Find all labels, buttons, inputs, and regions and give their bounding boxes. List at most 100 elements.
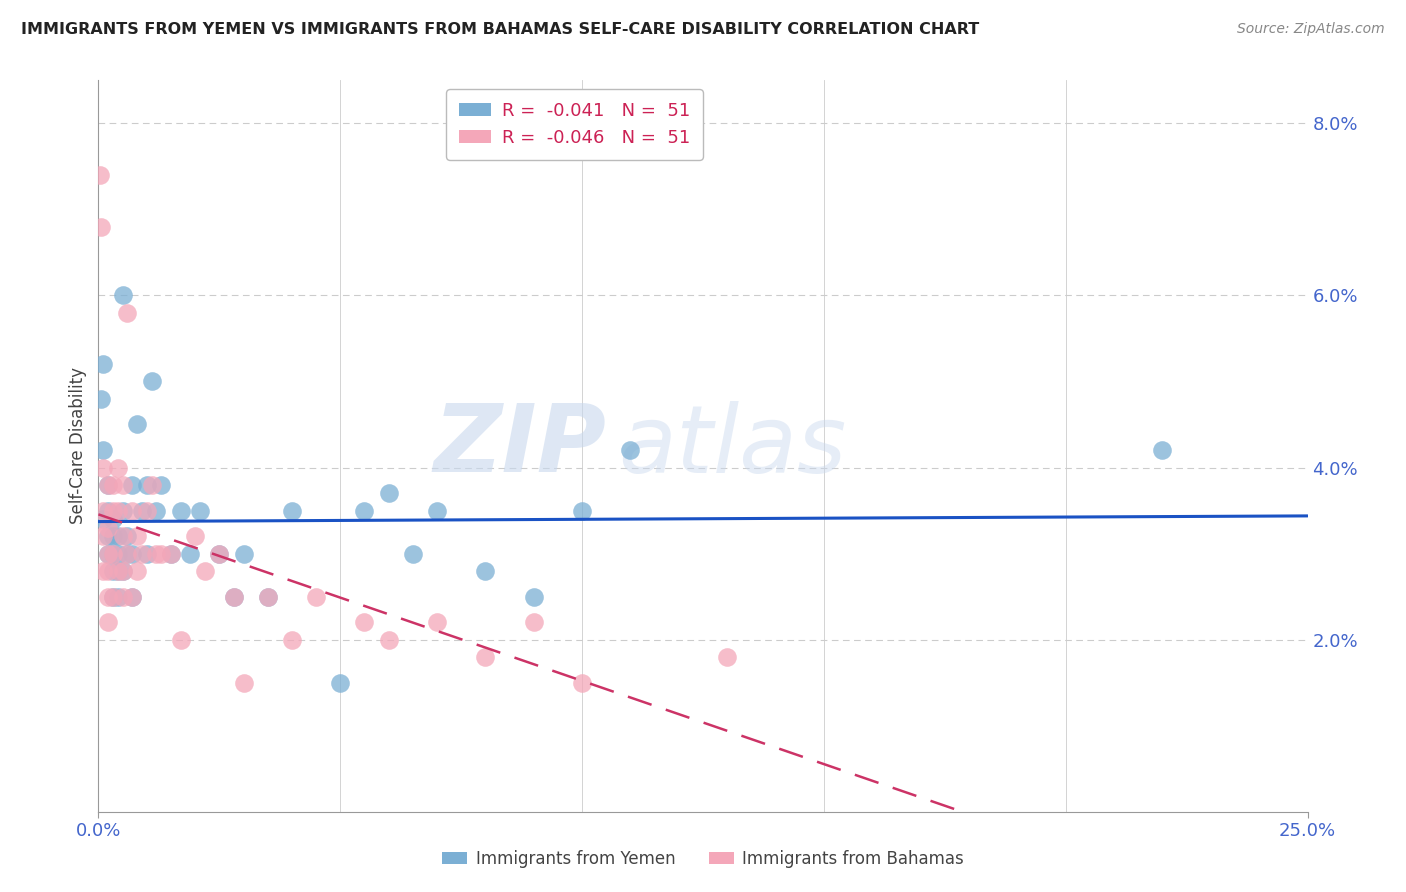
Point	[111, 288, 134, 302]
Legend: Immigrants from Yemen, Immigrants from Bahamas: Immigrants from Yemen, Immigrants from B…	[436, 844, 970, 875]
Point	[160, 547, 183, 561]
Point	[101, 477, 124, 491]
Point	[97, 615, 120, 630]
Point	[256, 590, 278, 604]
Point	[232, 547, 254, 561]
Point	[145, 547, 167, 561]
Point	[1152, 443, 1174, 458]
Point	[121, 590, 143, 604]
Point	[91, 357, 114, 371]
Point	[101, 564, 124, 578]
Point	[523, 615, 546, 630]
Point	[377, 486, 399, 500]
Point	[131, 547, 153, 561]
Point	[101, 547, 124, 561]
Legend: R =  -0.041   N =  51, R =  -0.046   N =  51: R = -0.041 N = 51, R = -0.046 N = 51	[446, 89, 703, 160]
Point	[91, 529, 114, 543]
Point	[571, 675, 593, 690]
Point	[619, 443, 641, 458]
Point	[135, 477, 157, 491]
Text: atlas: atlas	[619, 401, 846, 491]
Point	[194, 564, 217, 578]
Point	[107, 564, 129, 578]
Point	[141, 375, 163, 389]
Point	[184, 529, 207, 543]
Point	[91, 564, 114, 578]
Point	[474, 649, 496, 664]
Point	[91, 503, 114, 517]
Point	[117, 547, 139, 561]
Point	[111, 503, 134, 517]
Point	[117, 547, 139, 561]
Point	[107, 529, 129, 543]
Text: ZIP: ZIP	[433, 400, 606, 492]
Point	[281, 632, 304, 647]
Y-axis label: Self-Care Disability: Self-Care Disability	[69, 368, 87, 524]
Point	[97, 503, 120, 517]
Point	[377, 632, 399, 647]
Point	[89, 168, 111, 182]
Point	[353, 615, 375, 630]
Point	[329, 675, 352, 690]
Point	[97, 529, 120, 543]
Point	[97, 547, 120, 561]
Point	[121, 590, 143, 604]
Point	[111, 529, 134, 543]
Point	[141, 477, 163, 491]
Point	[281, 503, 304, 517]
Point	[208, 547, 231, 561]
Point	[111, 477, 134, 491]
Point	[91, 460, 114, 475]
Point	[97, 521, 120, 535]
Point	[121, 547, 143, 561]
Point	[111, 564, 134, 578]
Point	[111, 564, 134, 578]
Point	[107, 503, 129, 517]
Point	[160, 547, 183, 561]
Point	[97, 477, 120, 491]
Point	[101, 547, 124, 561]
Point	[90, 392, 112, 406]
Point	[208, 547, 231, 561]
Text: Source: ZipAtlas.com: Source: ZipAtlas.com	[1237, 22, 1385, 37]
Point	[127, 564, 149, 578]
Point	[232, 675, 254, 690]
Point	[97, 477, 120, 491]
Point	[169, 632, 191, 647]
Point	[117, 305, 139, 319]
Point	[571, 503, 593, 517]
Point	[107, 590, 129, 604]
Point	[179, 547, 201, 561]
Point	[101, 590, 124, 604]
Point	[169, 503, 191, 517]
Point	[90, 219, 112, 234]
Point	[150, 547, 173, 561]
Point	[107, 547, 129, 561]
Point	[426, 503, 449, 517]
Point	[101, 503, 124, 517]
Point	[135, 503, 157, 517]
Point	[135, 547, 157, 561]
Point	[131, 503, 153, 517]
Point	[256, 590, 278, 604]
Point	[474, 564, 496, 578]
Point	[188, 503, 211, 517]
Point	[107, 564, 129, 578]
Text: IMMIGRANTS FROM YEMEN VS IMMIGRANTS FROM BAHAMAS SELF-CARE DISABILITY CORRELATIO: IMMIGRANTS FROM YEMEN VS IMMIGRANTS FROM…	[21, 22, 980, 37]
Point	[716, 649, 738, 664]
Point	[117, 529, 139, 543]
Point	[101, 529, 124, 543]
Point	[97, 590, 120, 604]
Point	[101, 512, 124, 526]
Point	[305, 590, 328, 604]
Point	[127, 417, 149, 432]
Point	[107, 460, 129, 475]
Point	[150, 477, 173, 491]
Point	[523, 590, 546, 604]
Point	[426, 615, 449, 630]
Point	[222, 590, 245, 604]
Point	[145, 503, 167, 517]
Point	[121, 503, 143, 517]
Point	[97, 564, 120, 578]
Point	[402, 547, 425, 561]
